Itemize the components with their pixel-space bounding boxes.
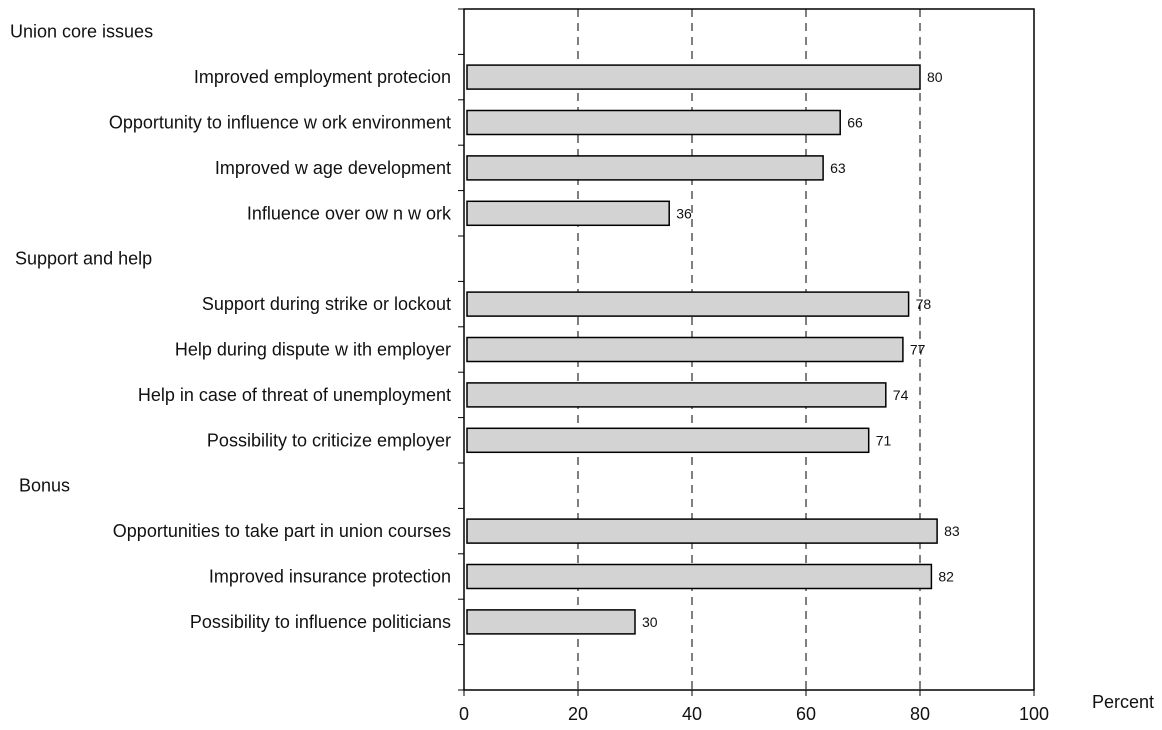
data-label: 83 [944,523,960,539]
data-label: 66 [847,115,863,131]
data-label: 74 [893,387,909,403]
bar [466,563,933,590]
category-label: Opportunities to take part in union cour… [113,521,451,541]
x-axis-label: Percent [1092,692,1154,712]
data-label: 80 [927,69,943,85]
category-label: Help during dispute w ith employer [175,340,451,360]
bar [466,200,670,227]
x-tick-label: 80 [910,704,930,724]
x-tick-label: 20 [568,704,588,724]
category-label: Improved w age development [215,158,451,178]
bar [466,155,824,181]
x-tick-label: 0 [459,704,469,724]
category-label: Influence over ow n w ork [247,203,452,223]
group-header: Union core issues [10,22,153,42]
category-label: Opportunity to influence w ork environme… [109,113,451,133]
x-tick-label: 40 [682,704,702,724]
bar [466,336,904,363]
category-label: Improved insurance protection [209,567,451,587]
category-labels: Union core issues Improved employment pro… [10,22,452,632]
bar [466,64,921,90]
group-header: Bonus [19,476,70,496]
plot-frame [463,8,1035,691]
x-tick-label: 100 [1019,704,1049,724]
bar [466,109,841,136]
bar [466,518,938,544]
category-label: Help in case of threat of unemployment [138,385,451,405]
bar [466,427,870,454]
category-label: Possibility to criticize employer [207,430,451,450]
category-label: Improved employment protecion [194,67,451,87]
data-label: 71 [876,432,892,448]
data-label: 63 [830,160,846,176]
bar [466,382,887,408]
data-label: 36 [676,205,692,221]
axes: 0 20 40 60 80 100 [458,8,1049,724]
x-tick-label: 60 [796,704,816,724]
group-header: Support and help [15,249,152,269]
category-label: Possibility to influence politicians [190,612,451,632]
bar [466,609,636,635]
data-label: 78 [916,296,932,312]
category-label: Support during strike or lockout [202,294,451,314]
data-label: 30 [642,614,658,630]
bar [466,291,910,317]
data-label: 82 [938,569,954,585]
bars: 80 66 63 36 78 77 74 71 83 82 30 [466,64,960,635]
data-label: 77 [910,342,926,358]
